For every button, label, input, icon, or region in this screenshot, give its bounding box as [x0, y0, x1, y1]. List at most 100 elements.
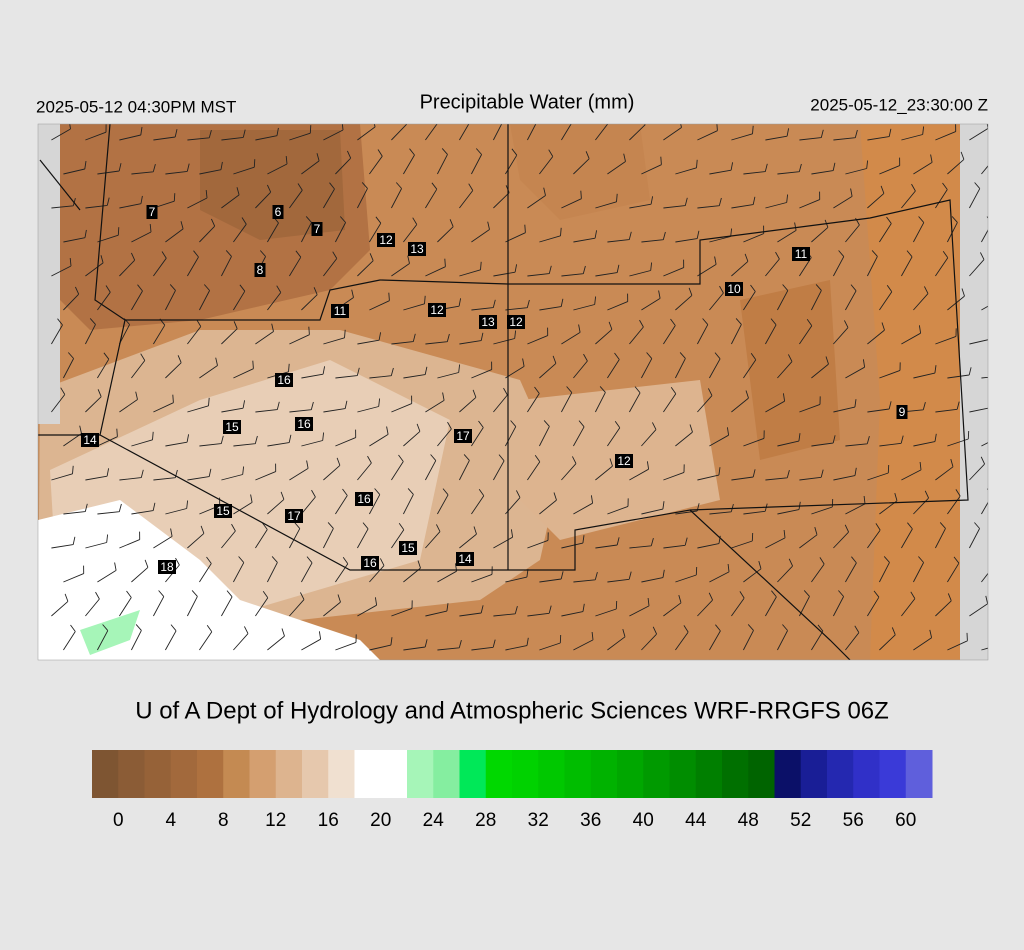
station-box — [355, 492, 373, 506]
colorbar-tick-label: 4 — [165, 810, 176, 831]
station-value: 8 — [257, 263, 264, 277]
title: Precipitable Water (mm) — [420, 91, 635, 113]
colorbar-swatch — [590, 750, 618, 798]
station-box — [615, 454, 633, 468]
station-box — [725, 282, 743, 296]
station-box — [146, 205, 158, 219]
colorbar-swatch — [433, 750, 460, 798]
colorbar-swatch — [669, 750, 697, 798]
station-value: 6 — [275, 205, 282, 219]
station-value: 14 — [458, 552, 472, 566]
station-value: 13 — [410, 242, 424, 256]
utc-time: 2025-05-12_23:30:00 Z — [810, 95, 988, 114]
station-value: 16 — [363, 556, 377, 570]
colorbar-tick-label: 16 — [318, 810, 339, 831]
station-value: 18 — [160, 560, 174, 574]
colorbar-swatch — [617, 750, 644, 798]
colorbar-swatch — [485, 750, 513, 798]
colorbar-tick-label: 36 — [580, 810, 601, 831]
borders — [38, 124, 969, 660]
edge-right — [960, 124, 988, 660]
station-box — [361, 556, 379, 570]
station-box — [792, 247, 810, 261]
colorbar-tick-label: 48 — [738, 810, 759, 831]
station-value: 15 — [401, 541, 415, 555]
edge-left — [38, 124, 60, 424]
map: 7 6 7 12 13 8 11 12 13 12 11 10 16 15 16 17 14 9 12 15 17 16 1… — [38, 124, 988, 660]
station-box — [81, 433, 99, 447]
colorbar-swatch — [459, 750, 487, 798]
station-box — [254, 263, 266, 277]
colorbar-tick-label: 8 — [218, 810, 229, 831]
colorbar-tick-label: 60 — [895, 810, 916, 831]
station-value: 7 — [314, 222, 321, 236]
east-region — [860, 124, 988, 660]
station-value: 12 — [379, 233, 393, 247]
station-box — [295, 417, 313, 431]
colorbar-tick-label: 56 — [843, 810, 864, 831]
station-value: 16 — [297, 417, 311, 431]
station-value: 7 — [149, 205, 156, 219]
colorbar-swatch — [695, 750, 723, 798]
credit: U of A Dept of Hydrology and Atmospheric… — [135, 697, 889, 724]
station-value: 15 — [225, 420, 239, 434]
station-box — [214, 504, 232, 518]
colorbar-tick-label: 12 — [265, 810, 286, 831]
station-box — [285, 509, 303, 523]
colorbar-swatch — [512, 750, 539, 798]
station-box — [408, 242, 426, 256]
colorbar-swatch — [905, 750, 933, 798]
colorbar-swatch — [407, 750, 434, 798]
colorbar-tick-label: 40 — [633, 810, 654, 831]
colorbar-swatch — [354, 750, 382, 798]
station-box — [456, 552, 474, 566]
colorbar-swatch — [748, 750, 775, 798]
colorbar-tick-label: 0 — [113, 810, 124, 831]
station-value: 15 — [216, 504, 230, 518]
colorbar-tick-label: 20 — [370, 810, 391, 831]
colorbar-swatch — [144, 750, 172, 798]
colorbar-tick-label: 52 — [790, 810, 811, 831]
colorbar: 0 4 8 12 16 20 24 28 32 36 40 44 48 52 56 60 — [92, 750, 933, 831]
station-value: 16 — [277, 373, 291, 387]
station-value: 12 — [430, 303, 444, 317]
colorbar-swatch — [197, 750, 224, 798]
station-value: 11 — [334, 304, 347, 318]
colorbar-tick-label: 44 — [685, 810, 707, 831]
colorbar-swatch — [92, 750, 119, 798]
station-value: 14 — [83, 433, 97, 447]
local-time: 2025-05-12 04:30PM MST — [36, 97, 236, 116]
station-value: 9 — [899, 405, 906, 419]
dry-core — [200, 130, 345, 240]
map-frame — [37, 123, 989, 661]
colorbar-swatch — [275, 750, 303, 798]
colorbar-swatch — [223, 750, 250, 798]
station-value: 10 — [727, 282, 741, 296]
colorbar-swatch — [170, 750, 198, 798]
station-value: 12 — [617, 454, 631, 468]
colorbar-swatch — [302, 750, 329, 798]
station-box — [479, 315, 497, 329]
wind-barbs — [51, 124, 988, 651]
station-box — [454, 429, 472, 443]
colorbar-tick-label: 28 — [475, 810, 496, 831]
station-value: 13 — [481, 315, 495, 329]
colorbar-swatch — [564, 750, 592, 798]
station-value: 17 — [287, 509, 301, 523]
colorbar-swatch — [118, 750, 145, 798]
station-box — [331, 304, 349, 318]
station-value: 16 — [357, 492, 371, 506]
colorbar-swatch — [538, 750, 565, 798]
colorbar-swatch — [722, 750, 749, 798]
colorbar-swatch — [328, 750, 355, 798]
barb-set — [51, 124, 988, 651]
station-box — [275, 373, 293, 387]
station-value: 17 — [456, 429, 470, 443]
colorbar-swatch — [827, 750, 854, 798]
station-box — [428, 303, 446, 317]
station-box — [223, 420, 241, 434]
station-box — [507, 315, 525, 329]
colorbar-swatch — [774, 750, 802, 798]
dry-region-se — [740, 280, 840, 460]
